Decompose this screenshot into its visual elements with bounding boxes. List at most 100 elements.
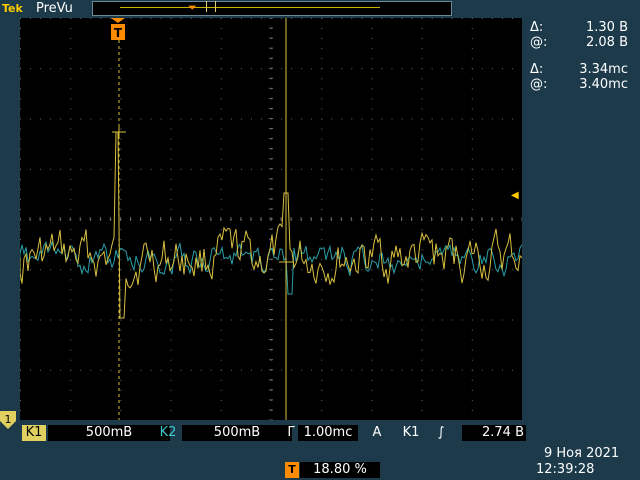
grid-dot bbox=[220, 28, 222, 30]
grid-dot bbox=[70, 329, 72, 331]
grid-dot bbox=[220, 359, 222, 361]
grid-dot bbox=[471, 58, 473, 60]
timebase-scale[interactable]: 1.00mc bbox=[298, 425, 358, 441]
grid-dot bbox=[20, 299, 21, 301]
grid-dot bbox=[20, 98, 21, 100]
grid-dot bbox=[20, 229, 21, 231]
grid-dot bbox=[220, 128, 222, 130]
grid-dot bbox=[481, 369, 483, 371]
grid-dot bbox=[471, 38, 473, 40]
grid-dot bbox=[20, 158, 21, 160]
grid-dot bbox=[491, 18, 493, 19]
grid-dot bbox=[471, 148, 473, 150]
grid-dot bbox=[361, 68, 363, 70]
timebase-icon: Γ bbox=[287, 425, 295, 440]
grid-dot bbox=[70, 118, 72, 120]
grid-dot bbox=[120, 389, 122, 391]
grid-dot bbox=[341, 168, 343, 170]
grid-dot bbox=[421, 379, 423, 381]
grid-dot bbox=[421, 58, 423, 60]
time-delta-value: 3.34mc bbox=[579, 62, 628, 77]
grid-dot bbox=[441, 369, 443, 371]
grid-dot bbox=[170, 48, 172, 50]
delta-icon: Δ: bbox=[530, 62, 544, 77]
trigger-mode[interactable]: A bbox=[372, 425, 382, 440]
trigger-level[interactable]: 2.74 B bbox=[462, 425, 526, 441]
grid-dot bbox=[471, 309, 473, 311]
grid-dot bbox=[140, 168, 142, 170]
ch2-label[interactable]: K2 bbox=[159, 425, 177, 440]
grid-dot bbox=[180, 18, 182, 19]
trigger-slope-icon[interactable]: ∫ bbox=[437, 425, 445, 440]
grid-dot bbox=[230, 118, 232, 120]
ch1-scale[interactable]: 500mB bbox=[48, 425, 170, 441]
grid-dot bbox=[130, 319, 132, 321]
grid-dot bbox=[240, 369, 242, 371]
grid-dot bbox=[90, 269, 92, 271]
grid-dot bbox=[441, 168, 443, 170]
grid-dot bbox=[120, 369, 122, 371]
grid-dot bbox=[230, 269, 232, 271]
grid-dot bbox=[230, 68, 232, 70]
grid-dot bbox=[200, 319, 202, 321]
grid-dot bbox=[341, 269, 343, 271]
grid-dot bbox=[481, 18, 483, 19]
grid-dot bbox=[90, 18, 92, 19]
grid-dot bbox=[371, 299, 373, 301]
trigger-level-arrow-icon[interactable]: ◀ bbox=[511, 190, 519, 201]
grid-dot bbox=[220, 58, 222, 60]
grid-dot bbox=[501, 118, 503, 120]
grid-dot bbox=[471, 349, 473, 351]
grid-dot bbox=[250, 319, 252, 321]
grid-dot bbox=[120, 68, 122, 70]
trigger-position-marker[interactable]: T bbox=[108, 18, 128, 42]
grid-dot bbox=[411, 369, 413, 371]
trigger-position-value[interactable]: 18.80 % bbox=[300, 462, 380, 478]
grid-dot bbox=[260, 168, 262, 170]
grid-dot bbox=[331, 319, 333, 321]
grid-dot bbox=[351, 68, 353, 70]
amplitude-cursor-readout: Δ: 1.30 B @: 2.08 B bbox=[530, 20, 638, 50]
grid-dot bbox=[421, 128, 423, 130]
grid-dot bbox=[281, 68, 283, 70]
grid-dot bbox=[120, 239, 122, 241]
grid-dot bbox=[70, 279, 72, 281]
grid-dot bbox=[120, 269, 122, 271]
grid-dot bbox=[100, 68, 102, 70]
grid-dot bbox=[321, 239, 323, 241]
grid-dot bbox=[70, 349, 72, 351]
grid-dot bbox=[170, 239, 172, 241]
grid-dot bbox=[361, 269, 363, 271]
grid-dot bbox=[371, 108, 373, 110]
trigger-source[interactable]: K1 bbox=[402, 425, 420, 440]
ch1-ground-marker[interactable]: 1 bbox=[0, 411, 18, 429]
grid-dot bbox=[441, 118, 443, 120]
grid-dot bbox=[120, 138, 122, 140]
grid-dot bbox=[321, 319, 323, 321]
grid-dot bbox=[50, 168, 52, 170]
grid-dot bbox=[190, 319, 192, 321]
ch2-scale[interactable]: 500mB bbox=[182, 425, 292, 441]
grid-dot bbox=[240, 18, 242, 19]
grid-dot bbox=[170, 259, 172, 261]
grid-dot bbox=[20, 289, 21, 291]
grid-dot bbox=[140, 319, 142, 321]
grid-dot bbox=[301, 269, 303, 271]
grid-dot bbox=[170, 319, 172, 321]
grid-dot bbox=[120, 58, 122, 60]
grid-dot bbox=[130, 18, 132, 19]
grid-dot bbox=[140, 68, 142, 70]
grid-dot bbox=[471, 88, 473, 90]
grid-dot bbox=[411, 18, 413, 19]
grid-dot bbox=[60, 168, 62, 170]
grid-dot bbox=[170, 369, 172, 371]
record-view-bar[interactable] bbox=[92, 1, 452, 16]
grid-dot bbox=[200, 168, 202, 170]
grid-dot bbox=[220, 68, 222, 70]
ch1-label[interactable]: K1 bbox=[22, 425, 46, 441]
grid-dot bbox=[210, 168, 212, 170]
grid-dot bbox=[240, 269, 242, 271]
grid-dot bbox=[341, 68, 343, 70]
grid-dot bbox=[160, 18, 162, 19]
grid-dot bbox=[20, 399, 21, 401]
